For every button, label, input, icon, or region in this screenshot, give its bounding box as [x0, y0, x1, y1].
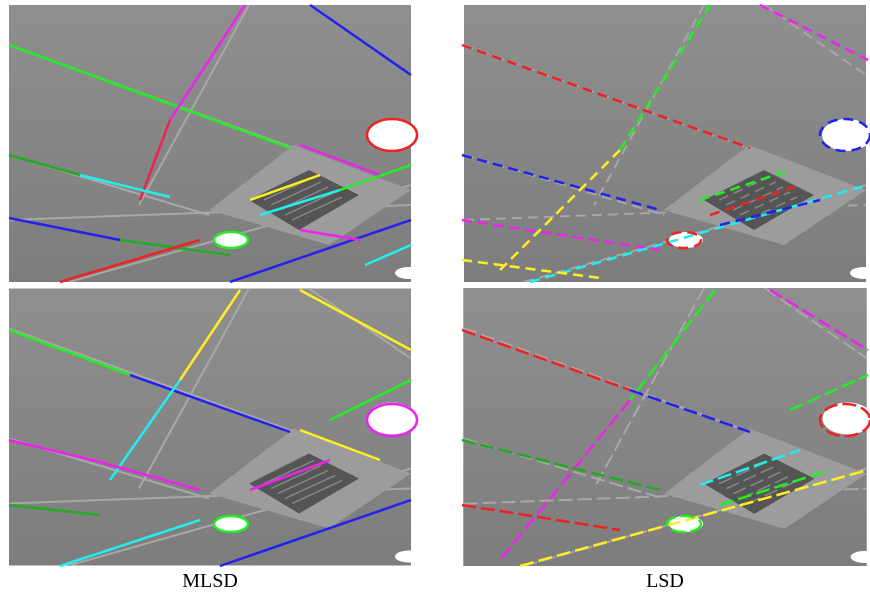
panels	[0, 0, 870, 598]
caption: LSD	[565, 570, 765, 593]
figure: MLSD LSD (() => { const data = JSON.pars…	[0, 0, 870, 598]
caption: MLSD	[110, 570, 310, 593]
panel-lsd-bottom	[462, 288, 870, 566]
panel-lsd-top	[462, 5, 870, 282]
panel-mlsd-bottom	[9, 289, 423, 567]
panel-mlsd-top	[9, 5, 423, 282]
